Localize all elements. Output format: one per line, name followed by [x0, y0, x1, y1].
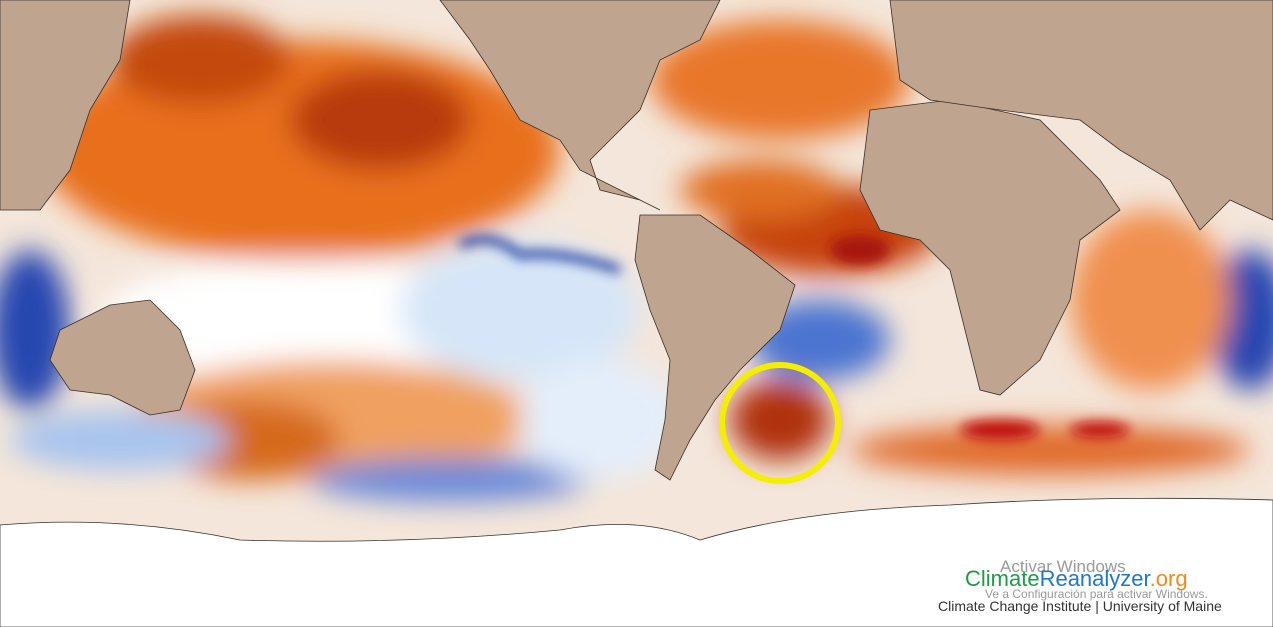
watermark-subtitle: Ve a Configuración para activar Windows.: [985, 587, 1208, 601]
highlight-circle: [719, 362, 841, 484]
eurasia: [889, 0, 1273, 231]
antarctica: [0, 497, 1273, 627]
logo-subtitle: Climate Change Institute | University of…: [938, 598, 1222, 614]
logo-part: Climate: [965, 566, 1040, 591]
south-america: [634, 214, 796, 481]
north-america: [439, 0, 721, 211]
logo-part: .org: [1150, 566, 1188, 591]
africa: [859, 99, 1121, 396]
logo: ClimateReanalyzer.org: [965, 566, 1188, 591]
logo-part: Reanalyzer: [1040, 566, 1151, 591]
australia: [49, 299, 196, 416]
watermark-title: Activar Windows: [1000, 557, 1126, 576]
east-asia: [0, 0, 131, 211]
